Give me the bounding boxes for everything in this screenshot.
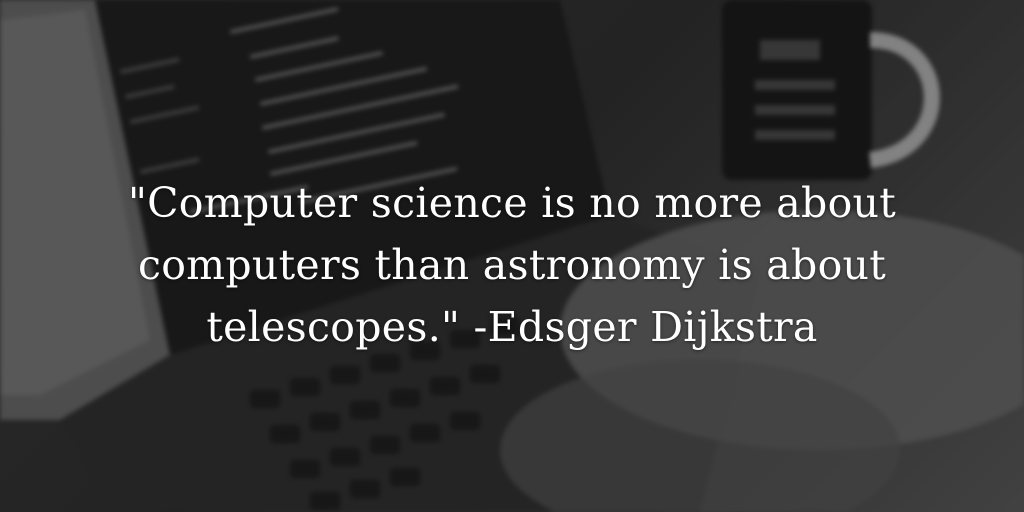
quote-line-3: telescopes." -Edsger Dijkstra bbox=[112, 296, 912, 358]
quote-line-2: computers than astronomy is about bbox=[112, 234, 912, 296]
quote-text: "Computer science is no more about compu… bbox=[112, 172, 912, 358]
quote-line-1: "Computer science is no more about bbox=[112, 172, 912, 234]
